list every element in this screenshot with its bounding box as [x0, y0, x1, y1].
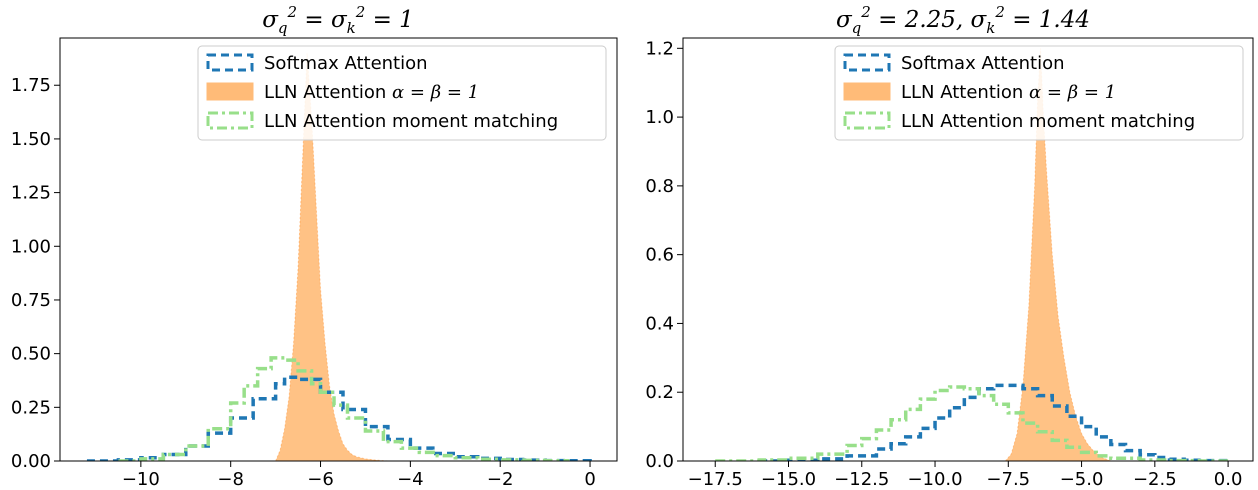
x-tick-label: −2.5 — [1133, 469, 1177, 490]
series-layer — [86, 52, 592, 461]
legend-handle-lln — [206, 82, 254, 101]
y-tick-label: 1.75 — [11, 75, 51, 96]
y-tick-label: 0.0 — [645, 451, 674, 472]
series-lln-area — [1004, 48, 1112, 461]
legend-handle-lln — [843, 82, 891, 101]
legend-label: Softmax Attention — [264, 53, 428, 74]
x-tick-label: −4 — [397, 469, 424, 490]
legend-label: LLN Attention moment matching — [264, 111, 558, 132]
y-tick-label: 0.4 — [645, 313, 674, 334]
legend-handle-moment-matching — [843, 111, 891, 130]
y-tick-label: 0.00 — [11, 451, 51, 472]
legend-label: LLN Attention α = β = 1 — [901, 82, 1116, 103]
legend: Softmax Attention LLN Attention α = β = 1… — [197, 45, 607, 141]
legend-handle-moment-matching — [206, 111, 254, 130]
legend-box — [197, 45, 607, 141]
x-tick-label: −5.0 — [1060, 469, 1104, 490]
x-tick-label: −8 — [217, 469, 244, 490]
series-moment-matching-line — [118, 356, 570, 461]
y-tick-label: 0.2 — [645, 382, 674, 403]
x-tick-label: 0 — [584, 469, 595, 490]
y-tick-label: 1.0 — [645, 107, 674, 128]
x-tick-label: −10 — [122, 469, 160, 490]
tick-layer: −10 −8 −6 −4 −2 0 0.00 0.25 0.50 0.75 1.00 1.25 1.50… — [11, 75, 596, 490]
x-tick-label: −6 — [307, 469, 334, 490]
x-tick-label: −12.5 — [834, 469, 889, 490]
x-tick-label: −7.5 — [986, 469, 1030, 490]
x-tick-label: 0.0 — [1214, 469, 1243, 490]
x-tick-label: −10.0 — [907, 469, 962, 490]
y-tick-label: 1.50 — [11, 129, 51, 150]
x-tick-label: −15.0 — [761, 469, 816, 490]
x-tick-label: −17.5 — [688, 469, 743, 490]
series-moment-matching-line — [715, 385, 1229, 461]
y-tick-label: 0.75 — [11, 290, 51, 311]
y-tick-label: 1.00 — [11, 236, 51, 257]
legend-handle-softmax — [843, 53, 891, 72]
y-tick-label: 0.6 — [645, 245, 674, 266]
series-lln-area — [275, 52, 388, 461]
legend-label: Softmax Attention — [901, 53, 1065, 74]
series-softmax-line — [759, 383, 1230, 461]
y-tick-label: 0.25 — [11, 397, 51, 418]
plot-frame — [59, 37, 618, 462]
legend-label: LLN Attention α = β = 1 — [264, 82, 479, 103]
series-layer — [715, 48, 1230, 461]
plot-frame — [682, 37, 1254, 462]
chart-panel-right: σq2 = 2.25, σk2 = 1.44 −17.5 −15.0 −12.5 −1… — [645, 3, 1254, 490]
y-tick-label: 1.2 — [645, 38, 674, 59]
legend-box — [834, 45, 1244, 141]
y-tick-label: 1.25 — [11, 183, 51, 204]
chart-title: σq2 = 2.25, σk2 = 1.44 — [836, 3, 1090, 37]
chart-panel-left: σq2 = σk2 = 1 −10 −8 −6 −4 −2 0 0.00 0.25 0.50 0.… — [11, 3, 618, 490]
legend: Softmax Attention LLN Attention α = β = 1… — [834, 45, 1244, 141]
x-tick-label: −2 — [487, 469, 514, 490]
chart-title: σq2 = σk2 = 1 — [262, 3, 414, 37]
legend-handle-softmax — [206, 53, 254, 72]
legend-label: LLN Attention moment matching — [901, 111, 1195, 132]
y-tick-label: 0.50 — [11, 344, 51, 365]
y-tick-label: 0.8 — [645, 176, 674, 197]
tick-layer: −17.5 −15.0 −12.5 −10.0 −7.5 −5.0 −2.5 0.0 0.0 0.… — [645, 38, 1242, 490]
